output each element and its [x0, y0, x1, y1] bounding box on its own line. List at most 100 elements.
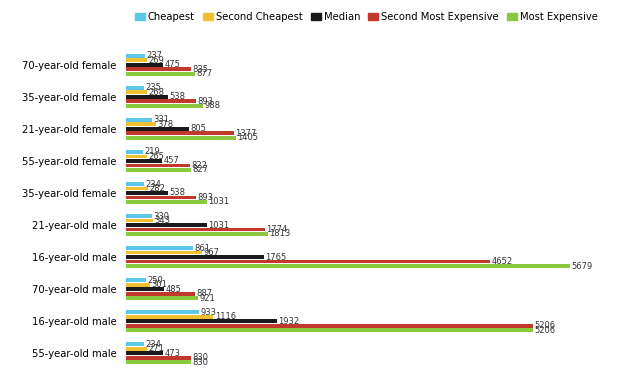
- Text: 1813: 1813: [269, 230, 290, 239]
- Bar: [126, 223, 207, 227]
- Bar: [126, 351, 163, 355]
- Text: 475: 475: [164, 60, 180, 69]
- Text: 805: 805: [190, 124, 206, 133]
- Bar: [126, 347, 147, 351]
- Bar: [126, 159, 162, 163]
- Text: 331: 331: [153, 116, 169, 124]
- Bar: [126, 328, 534, 332]
- Bar: [126, 136, 236, 140]
- Bar: [126, 324, 534, 328]
- Text: 271: 271: [149, 344, 164, 353]
- Bar: [126, 218, 153, 222]
- Bar: [126, 283, 149, 287]
- Bar: [126, 54, 144, 58]
- Text: 893: 893: [197, 97, 214, 106]
- Bar: [126, 150, 143, 154]
- Text: 921: 921: [200, 294, 215, 302]
- Bar: [126, 155, 147, 158]
- Bar: [126, 255, 264, 259]
- Text: 268: 268: [149, 88, 164, 97]
- Bar: [126, 163, 190, 167]
- Bar: [126, 86, 144, 90]
- Text: 301: 301: [151, 280, 167, 289]
- Bar: [126, 122, 156, 126]
- Text: 237: 237: [146, 51, 162, 60]
- Text: 538: 538: [169, 188, 185, 198]
- Bar: [126, 246, 193, 250]
- Text: 933: 933: [200, 308, 217, 317]
- Text: 234: 234: [146, 179, 161, 188]
- Bar: [126, 232, 268, 236]
- Text: 1031: 1031: [208, 198, 229, 206]
- Bar: [126, 168, 191, 172]
- Text: 250: 250: [147, 276, 163, 285]
- Bar: [126, 127, 189, 131]
- Legend: Cheapest, Second Cheapest, Median, Second Most Expensive, Most Expensive: Cheapest, Second Cheapest, Median, Secon…: [131, 8, 602, 26]
- Text: 485: 485: [165, 285, 181, 294]
- Text: 378: 378: [157, 120, 173, 129]
- Bar: [126, 356, 191, 359]
- Bar: [126, 214, 152, 218]
- Text: 5206: 5206: [535, 326, 556, 335]
- Bar: [126, 59, 147, 62]
- Bar: [126, 95, 168, 99]
- Text: 5206: 5206: [535, 321, 556, 330]
- Text: 234: 234: [146, 340, 161, 349]
- Text: 282: 282: [149, 184, 165, 193]
- Text: 827: 827: [192, 165, 208, 174]
- Text: 330: 330: [153, 212, 169, 220]
- Bar: [126, 228, 265, 231]
- Text: 1932: 1932: [278, 317, 300, 326]
- Text: 1774: 1774: [266, 225, 287, 234]
- Text: 835: 835: [193, 65, 209, 74]
- Text: 5679: 5679: [572, 261, 593, 271]
- Text: 988: 988: [205, 101, 220, 110]
- Bar: [126, 296, 198, 300]
- Bar: [126, 260, 490, 263]
- Bar: [126, 360, 191, 364]
- Text: 343: 343: [154, 216, 170, 225]
- Bar: [126, 191, 168, 195]
- Bar: [126, 292, 195, 296]
- Bar: [126, 342, 144, 346]
- Text: 4652: 4652: [491, 257, 513, 266]
- Bar: [126, 310, 199, 314]
- Bar: [126, 72, 195, 76]
- Text: 1116: 1116: [215, 312, 236, 321]
- Bar: [126, 104, 203, 108]
- Bar: [126, 131, 234, 135]
- Text: 822: 822: [192, 161, 208, 170]
- Text: 269: 269: [149, 56, 164, 65]
- Text: 473: 473: [164, 349, 180, 358]
- Bar: [126, 118, 152, 122]
- Text: 830: 830: [192, 358, 209, 367]
- Bar: [126, 182, 144, 186]
- Bar: [126, 196, 196, 200]
- Text: 235: 235: [146, 83, 162, 92]
- Bar: [126, 264, 570, 268]
- Text: 877: 877: [196, 69, 212, 78]
- Bar: [126, 315, 214, 318]
- Bar: [126, 67, 192, 71]
- Text: 219: 219: [144, 147, 160, 157]
- Bar: [126, 100, 196, 103]
- Bar: [126, 251, 202, 255]
- Text: 1765: 1765: [265, 253, 287, 261]
- Text: 1405: 1405: [238, 133, 258, 142]
- Text: 887: 887: [197, 289, 213, 298]
- Bar: [126, 63, 163, 67]
- Text: 538: 538: [169, 92, 185, 101]
- Text: 457: 457: [163, 157, 179, 165]
- Bar: [126, 90, 147, 94]
- Bar: [126, 319, 277, 323]
- Text: 265: 265: [148, 152, 164, 161]
- Text: 1377: 1377: [235, 129, 256, 138]
- Bar: [126, 278, 146, 282]
- Text: 967: 967: [203, 248, 219, 257]
- Text: 861: 861: [195, 244, 211, 253]
- Text: 893: 893: [197, 193, 214, 202]
- Bar: [126, 287, 164, 291]
- Text: 1031: 1031: [208, 220, 229, 230]
- Bar: [126, 187, 148, 190]
- Bar: [126, 200, 207, 204]
